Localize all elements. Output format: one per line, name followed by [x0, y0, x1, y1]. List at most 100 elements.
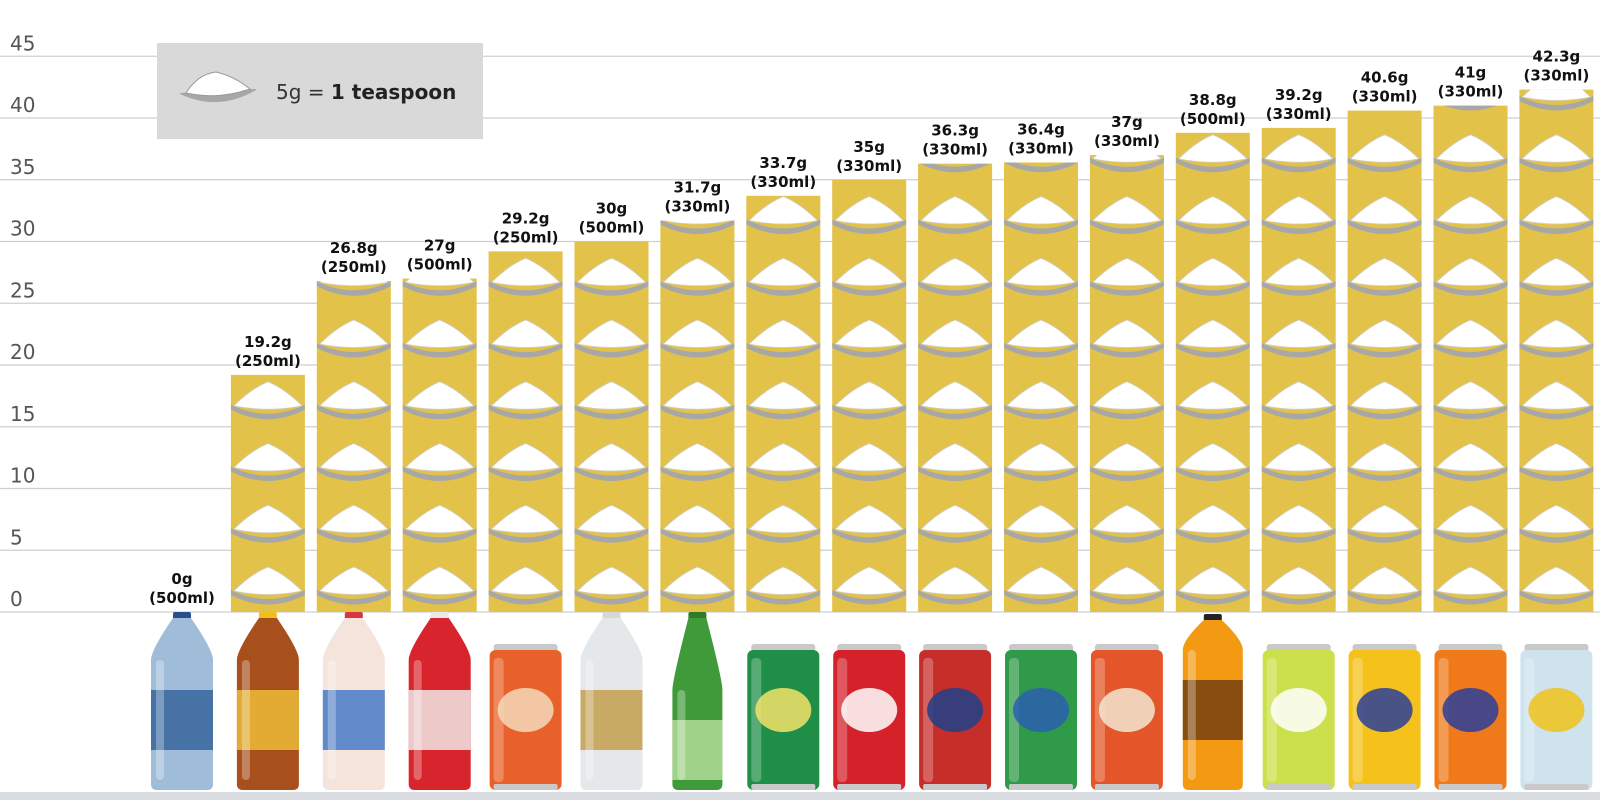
teaspoon-stack	[402, 278, 477, 605]
teaspoon-of-sugar-icon	[832, 381, 907, 420]
bar-12	[1175, 132, 1250, 612]
bar-16	[1519, 11, 1594, 613]
teaspoon-of-sugar-icon	[1519, 11, 1593, 49]
floor-strip	[0, 792, 1600, 800]
value-labels: 0g(500ml)19.2g(250ml)26.8g(250ml)27g(500…	[149, 48, 1590, 607]
bar-fill	[488, 251, 563, 612]
teaspoon-of-sugar-icon	[1175, 196, 1250, 234]
teaspoon-of-sugar-icon	[918, 443, 993, 481]
teaspoon-stack	[230, 381, 305, 605]
bar-value-label-5: 30g	[596, 200, 628, 218]
bar-volume-label-16: (330ml)	[1524, 67, 1590, 85]
teaspoon-of-sugar-icon	[1089, 155, 1164, 173]
bar-3	[402, 278, 477, 612]
teaspoon-of-sugar-icon	[660, 319, 735, 358]
teaspoon-of-sugar-icon	[832, 319, 907, 358]
bar-value-label-2: 26.8g	[330, 239, 378, 257]
teaspoon-of-sugar-icon	[316, 566, 391, 605]
teaspoon-of-sugar-icon	[1089, 319, 1164, 358]
teaspoon-of-sugar-icon	[1519, 134, 1594, 173]
bar-value-label-6: 31.7g	[674, 179, 722, 197]
bar-volume-label-1: (250ml)	[235, 352, 301, 370]
bar-volume-label-9: (330ml)	[922, 141, 988, 159]
bar-volume-label-12: (500ml)	[1180, 110, 1246, 128]
teaspoon-of-sugar-icon	[488, 319, 563, 358]
teaspoon-of-sugar-icon	[1348, 11, 1422, 49]
yogurt-drink-bottle-icon	[322, 612, 385, 790]
bar-11	[1089, 155, 1164, 613]
teaspoon-of-sugar-icon	[1004, 162, 1078, 173]
soda-can-icon	[1090, 644, 1163, 790]
teaspoon-of-sugar-icon	[1175, 566, 1250, 605]
teaspoon-of-sugar-icon	[1433, 134, 1508, 173]
teaspoon-of-sugar-icon	[230, 504, 305, 543]
teaspoon-of-sugar-icon	[230, 381, 305, 420]
bar-10	[1004, 73, 1078, 612]
teaspoon-of-sugar-icon	[1347, 196, 1422, 234]
teaspoon-stack	[316, 281, 391, 605]
teaspoon-of-sugar-icon	[918, 566, 993, 605]
legend-box: 5g = 1 teaspoon	[157, 43, 483, 139]
teaspoon-stack	[1347, 11, 1422, 605]
soda-can-icon	[1348, 644, 1421, 790]
teaspoon-stack	[1175, 134, 1250, 605]
bar-1	[230, 374, 305, 612]
soda-can-icon	[1262, 644, 1335, 790]
teaspoon-of-sugar-icon	[316, 281, 391, 296]
teaspoon-of-sugar-icon	[1347, 566, 1422, 605]
cider-can-icon	[489, 644, 562, 790]
vitamin-water-bottle-icon	[408, 612, 471, 790]
teaspoon-of-sugar-icon	[746, 381, 821, 420]
bar-5	[574, 241, 649, 612]
teaspoon-of-sugar-icon	[1004, 73, 1078, 111]
teaspoon-of-sugar-icon	[660, 566, 735, 605]
teaspoon-of-sugar-icon	[1519, 443, 1594, 481]
teaspoon-of-sugar-icon	[1433, 319, 1508, 358]
teaspoon-stack	[488, 257, 563, 605]
legend-text-prefix: 5g =	[276, 80, 331, 104]
teaspoon-of-sugar-icon	[1089, 504, 1164, 543]
bar-9	[918, 163, 993, 612]
teaspoon-stack	[746, 196, 821, 605]
teaspoon-of-sugar-icon	[832, 196, 907, 234]
teaspoon-of-sugar-icon	[1433, 566, 1508, 605]
y-tick-label-5: 5	[10, 525, 23, 549]
teaspoon-of-sugar-icon	[1261, 381, 1336, 420]
teaspoon-of-sugar-icon	[1519, 504, 1594, 543]
teaspoon-of-sugar-icon	[1175, 134, 1250, 173]
teaspoon-of-sugar-icon	[402, 319, 477, 358]
teaspoon-of-sugar-icon	[574, 257, 649, 296]
teaspoon-of-sugar-icon	[1433, 196, 1508, 234]
teaspoon-of-sugar-icon	[1175, 381, 1250, 420]
teaspoon-of-sugar-icon	[1444, 105, 1497, 111]
y-tick-label-30: 30	[10, 217, 35, 241]
teaspoon-of-sugar-icon	[488, 257, 563, 296]
teaspoon-of-sugar-icon	[832, 504, 907, 543]
teaspoon-of-sugar-icon	[660, 443, 735, 481]
y-tick-label-25: 25	[10, 278, 35, 302]
teaspoon-of-sugar-icon	[660, 257, 735, 296]
teaspoon-of-sugar-icon	[1261, 319, 1336, 358]
bar-8	[832, 179, 907, 612]
y-tick-label-35: 35	[10, 155, 35, 179]
teaspoon-of-sugar-icon	[660, 504, 735, 543]
teaspoon-of-sugar-icon	[1004, 504, 1078, 543]
teaspoon-of-sugar-icon	[746, 504, 821, 543]
water-bottle-icon	[580, 612, 643, 790]
bar-value-label-14: 40.6g	[1361, 69, 1409, 87]
teaspoon-stack	[832, 196, 907, 605]
teaspoon-of-sugar-icon	[1004, 381, 1078, 420]
teaspoon-of-sugar-icon	[1347, 319, 1422, 358]
bar-volume-label-5: (500ml)	[579, 219, 645, 237]
teaspoon-of-sugar-icon	[574, 319, 649, 358]
sports-drink-bottle-icon	[1182, 614, 1243, 790]
bar-value-label-13: 39.2g	[1275, 86, 1323, 104]
teaspoon-of-sugar-icon	[746, 196, 821, 234]
teaspoon-of-sugar-icon	[1089, 381, 1164, 420]
bar-volume-label-14: (330ml)	[1352, 88, 1418, 106]
bar-volume-label-2: (250ml)	[321, 258, 387, 276]
teaspoon-stack	[1519, 11, 1594, 605]
teaspoon-of-sugar-icon	[488, 504, 563, 543]
teaspoon-of-sugar-icon	[1347, 134, 1422, 173]
